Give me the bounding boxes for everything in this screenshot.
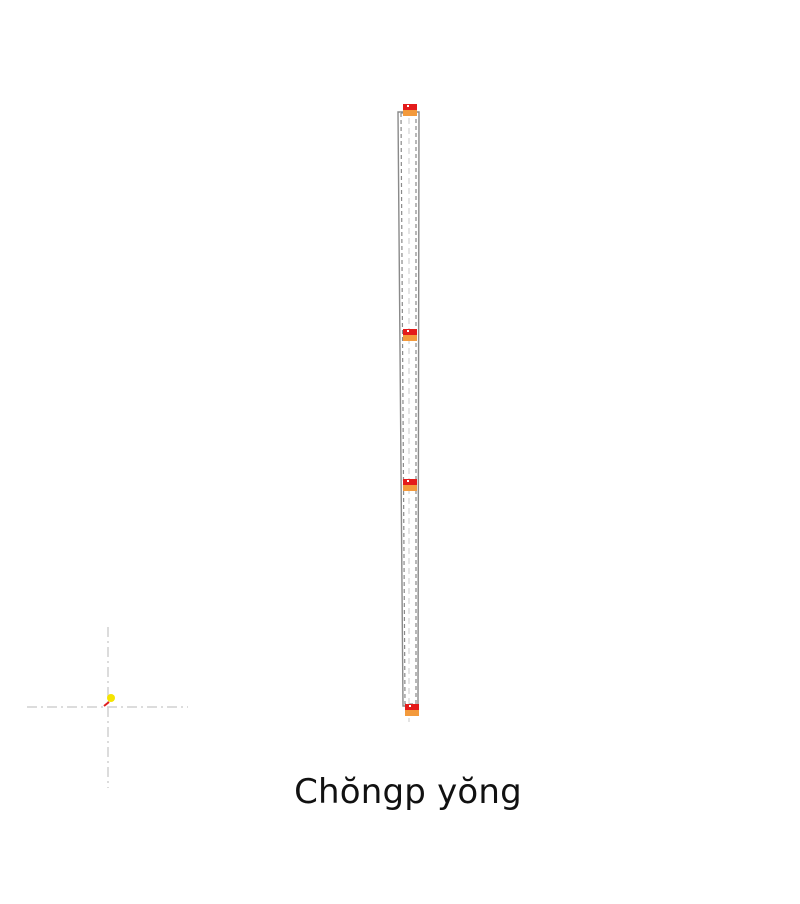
- origin-tick: [103, 701, 110, 707]
- marker-top: [403, 104, 417, 116]
- stroke-outline: [397, 108, 420, 722]
- marker-upper-middle: [403, 329, 417, 341]
- marker-lower-middle: [403, 479, 417, 491]
- origin-dot: [107, 694, 115, 702]
- marker-bottom: [405, 704, 419, 716]
- origin-crosshair: [27, 627, 188, 788]
- romanization-caption: Chŏngp yŏng: [294, 772, 522, 812]
